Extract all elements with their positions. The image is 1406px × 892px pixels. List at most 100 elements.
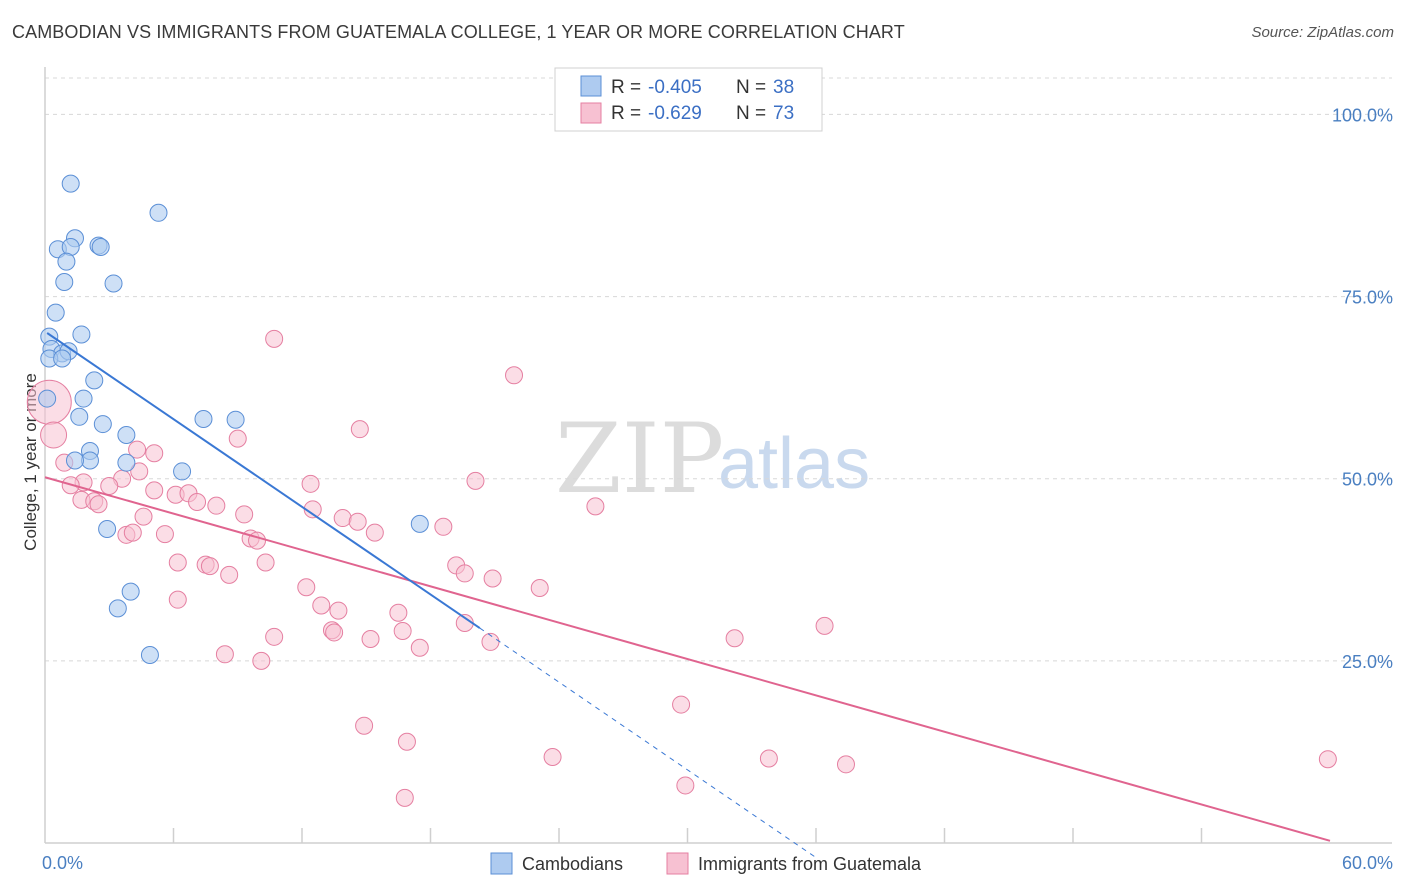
point-cambodians [46, 303, 65, 322]
point-guatemala [530, 579, 549, 597]
point-guatemala [505, 366, 524, 385]
point-guatemala [434, 517, 453, 536]
legend-swatch-guatemala [580, 102, 602, 124]
point-cambodians [121, 582, 140, 601]
point-guatemala [725, 629, 744, 648]
point-cambodians [108, 599, 127, 618]
point-cambodians [85, 371, 104, 390]
point-guatemala [130, 462, 149, 481]
point-cambodians [72, 325, 91, 344]
point-guatemala [543, 748, 562, 767]
point-guatemala [676, 776, 695, 795]
y-tick-labels: 25.0% 50.0% 75.0% 100.0% [1332, 105, 1393, 671]
point-guatemala [145, 481, 164, 500]
point-guatemala [455, 564, 474, 583]
point-cambodians [194, 409, 213, 428]
watermark-atlas: atlas [718, 424, 870, 504]
chart-title: CAMBODIAN VS IMMIGRANTS FROM GUATEMALA C… [12, 22, 905, 42]
point-guatemala [215, 645, 234, 664]
point-cambodians [140, 646, 159, 665]
point-cambodians [70, 407, 89, 426]
watermark: ZIP atlas [555, 403, 870, 515]
point-guatemala [155, 525, 174, 544]
point-guatemala [40, 421, 68, 449]
point-guatemala [815, 616, 834, 635]
point-guatemala [355, 716, 374, 735]
point-guatemala [410, 638, 429, 657]
y-tick-label: 50.0% [1342, 470, 1393, 490]
point-guatemala [297, 578, 316, 597]
point-guatemala [252, 651, 271, 670]
watermark-zip: ZIP [555, 403, 724, 515]
legend-r-label-1: R = [611, 77, 641, 98]
point-cambodians [57, 252, 76, 271]
point-cambodians [104, 274, 123, 293]
x-tick-labels: 0.0% 60.0% [42, 853, 1393, 873]
point-guatemala [672, 695, 691, 714]
y-tick-label: 25.0% [1342, 652, 1393, 672]
trend-line-cambodians-extension [479, 627, 817, 858]
point-cambodians [53, 349, 72, 368]
legend-r-value-2: -0.629 [648, 103, 702, 124]
point-guatemala [836, 755, 855, 774]
legend-n-value-1: 38 [773, 77, 794, 98]
point-guatemala [759, 749, 778, 768]
point-cambodians [117, 453, 136, 472]
point-guatemala [123, 523, 142, 542]
point-guatemala [89, 495, 108, 514]
point-cambodians [98, 519, 117, 538]
point-cambodians [38, 389, 57, 408]
point-guatemala [128, 440, 147, 459]
point-guatemala [389, 603, 408, 622]
bottom-legend: Cambodians Immigrants from Guatemala [490, 852, 922, 875]
point-guatemala [235, 505, 254, 524]
point-cambodians [65, 451, 84, 470]
legend-r-value-1: -0.405 [648, 77, 702, 98]
point-guatemala [397, 732, 416, 751]
x-tick-label: 0.0% [42, 853, 83, 873]
point-guatemala [393, 621, 412, 640]
point-guatemala [481, 632, 500, 651]
bottom-legend-guatemala: Immigrants from Guatemala [698, 854, 922, 874]
point-cambodians [173, 462, 192, 481]
legend-swatch-cambodians [580, 75, 602, 97]
point-cambodians [61, 174, 80, 193]
legend-n-label-2: N = [736, 103, 766, 124]
point-cambodians [55, 273, 74, 291]
axes [44, 67, 1392, 844]
point-guatemala [100, 477, 119, 495]
trend-line-cambodians [46, 332, 481, 629]
point-guatemala [325, 623, 344, 642]
point-guatemala [188, 493, 207, 512]
point-guatemala [168, 553, 187, 572]
series-cambodians-points [38, 174, 429, 665]
bottom-legend-swatch-guatemala [666, 852, 689, 875]
point-guatemala [466, 471, 485, 490]
point-cambodians [226, 410, 245, 429]
point-cambodians [74, 389, 93, 408]
y-tick-label: 100.0% [1332, 105, 1393, 125]
legend-n-value-2: 73 [773, 103, 794, 124]
point-guatemala [348, 512, 367, 531]
gridlines [45, 77, 1392, 662]
point-guatemala [329, 601, 348, 620]
point-guatemala [361, 630, 380, 648]
x-tick-label: 60.0% [1342, 853, 1393, 873]
point-guatemala [312, 596, 331, 615]
point-guatemala [168, 590, 187, 609]
series-guatemala-points [26, 329, 1337, 807]
point-guatemala [586, 497, 605, 516]
point-guatemala [333, 509, 352, 528]
legend: R = -0.405 N = 38 R = -0.629 N = 73 [554, 67, 823, 132]
point-guatemala [145, 444, 164, 463]
trend-lines [44, 332, 1331, 858]
point-guatemala [265, 627, 284, 646]
bottom-legend-cambodians: Cambodians [522, 854, 623, 874]
source-credit: Source: ZipAtlas.com [1251, 24, 1394, 41]
point-cambodians [149, 203, 168, 222]
point-guatemala [1318, 750, 1337, 769]
point-guatemala [395, 788, 414, 807]
point-cambodians [410, 514, 429, 533]
trend-line-guatemala [44, 476, 1331, 842]
